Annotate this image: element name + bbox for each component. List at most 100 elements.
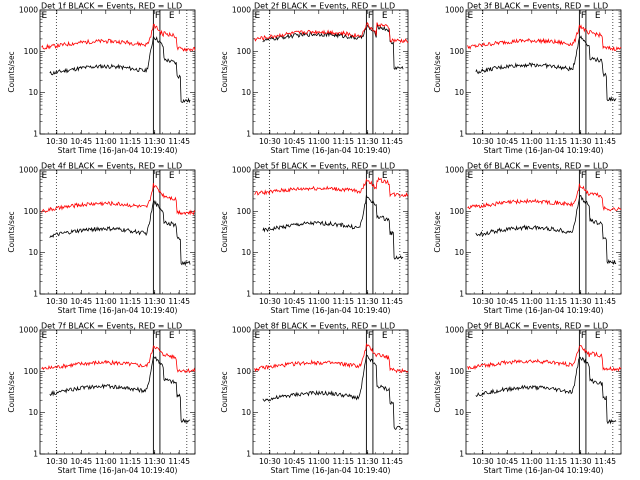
y-tick-label: 100 xyxy=(24,207,39,216)
x-tick-label: 11:00 xyxy=(521,457,543,466)
y-tick-label: 1 xyxy=(246,290,251,299)
detector-panel-4: Det 4f BLACK = Events, RED = LLD 1 10 100 10… xyxy=(0,160,213,320)
flag-label: E xyxy=(382,331,388,341)
series-line-events xyxy=(475,356,617,425)
y-tick-label: 100 xyxy=(450,47,465,56)
y-tick-label: 10 xyxy=(241,248,251,257)
plot-frame xyxy=(465,9,622,135)
y-tick-label: 10 xyxy=(454,408,464,417)
x-tick-label: 10:45 xyxy=(284,457,306,466)
x-tick-label: 10:45 xyxy=(284,137,306,146)
y-axis-label: Counts/sec xyxy=(7,371,16,412)
detector-chart-6: Det 6f BLACK = Events, RED = LLD 1 10 100 10… xyxy=(433,162,622,315)
x-axis-label: Start Time (16-Jan-04 10:19:40) xyxy=(484,146,604,155)
x-tick-label: 11:45 xyxy=(594,297,616,306)
x-tick-label: 10:30 xyxy=(46,137,68,146)
detector-chart-2: Det 2f BLACK = Events, RED = LLD 1 10 100 10… xyxy=(220,2,409,155)
series-line-events xyxy=(49,200,191,267)
x-axis-label: Start Time (16-Jan-04 10:19:40) xyxy=(58,306,178,315)
flag-label: E xyxy=(595,171,601,181)
x-tick-label: 11:00 xyxy=(308,457,330,466)
series-line-lld xyxy=(41,183,196,216)
y-tick-label: 1000 xyxy=(232,326,251,335)
flag-label: E xyxy=(255,331,261,341)
series-line-events xyxy=(49,355,191,424)
x-tick-label: 10:45 xyxy=(284,297,306,306)
y-tick-label: 10 xyxy=(28,408,38,417)
x-tick-label: 11:15 xyxy=(119,137,141,146)
x-tick-label: 11:15 xyxy=(332,137,354,146)
chart-title: Det 4f BLACK = Events, RED = LLD xyxy=(41,162,182,171)
flag-label: E xyxy=(468,171,474,181)
x-tick-label: 10:30 xyxy=(46,297,68,306)
x-tick-label: 11:30 xyxy=(357,457,379,466)
y-tick-label: 100 xyxy=(237,47,252,56)
chart-title: Det 1f BLACK = Events, RED = LLD xyxy=(41,2,182,11)
x-tick-label: 11:00 xyxy=(521,137,543,146)
flag-label: F xyxy=(581,11,586,21)
y-axis-label: Counts/sec xyxy=(7,211,16,252)
x-tick-label: 11:45 xyxy=(168,457,190,466)
flag-label: E xyxy=(595,11,601,21)
y-tick-label: 1 xyxy=(246,450,251,459)
detector-panel-3: Det 3f BLACK = Events, RED = LLD 1 10 100 10… xyxy=(426,0,639,160)
y-tick-label: 10 xyxy=(241,88,251,97)
x-tick-label: 11:00 xyxy=(95,297,117,306)
flag-label: F xyxy=(155,171,160,181)
x-tick-label: 11:45 xyxy=(168,137,190,146)
x-tick-label: 11:45 xyxy=(381,457,403,466)
x-tick-label: 10:45 xyxy=(71,137,93,146)
detector-panel-1: Det 1f BLACK = Events, RED = LLD 1 10 100 10… xyxy=(0,0,213,160)
flag-label: E xyxy=(595,331,601,341)
y-tick-label: 100 xyxy=(237,367,252,376)
x-tick-label: 10:30 xyxy=(472,457,494,466)
y-tick-label: 1000 xyxy=(445,166,464,175)
series-line-lld xyxy=(467,183,622,212)
flag-label: E xyxy=(468,331,474,341)
y-axis-label: Counts/sec xyxy=(220,211,229,252)
flag-label: E xyxy=(169,11,175,21)
x-tick-label: 10:45 xyxy=(497,457,519,466)
x-tick-label: 11:00 xyxy=(95,457,117,466)
y-tick-label: 1000 xyxy=(232,166,251,175)
plot-frame xyxy=(465,169,622,295)
flag-label: F xyxy=(581,171,586,181)
y-tick-label: 1000 xyxy=(19,6,38,15)
chart-title: Det 8f BLACK = Events, RED = LLD xyxy=(254,322,395,331)
detector-panel-8: Det 8f BLACK = Events, RED = LLD 1 10 100 10… xyxy=(213,320,426,480)
chart-title: Det 3f BLACK = Events, RED = LLD xyxy=(467,2,608,11)
flag-label: E xyxy=(169,171,175,181)
x-axis-label: Start Time (16-Jan-04 10:19:40) xyxy=(271,146,391,155)
series-line-events xyxy=(475,35,617,102)
x-tick-label: 10:30 xyxy=(472,297,494,306)
detector-chart-9: Det 9f BLACK = Events, RED = LLD 1 10 100 10… xyxy=(433,322,622,475)
y-tick-label: 1 xyxy=(33,130,38,139)
x-tick-label: 11:45 xyxy=(594,137,616,146)
x-axis-label: Start Time (16-Jan-04 10:19:40) xyxy=(271,306,391,315)
plot-frame xyxy=(39,9,196,135)
x-tick-label: 11:15 xyxy=(545,457,567,466)
y-tick-label: 1 xyxy=(246,130,251,139)
x-tick-label: 11:00 xyxy=(308,137,330,146)
x-tick-label: 11:30 xyxy=(357,137,379,146)
x-tick-label: 10:30 xyxy=(259,137,281,146)
y-tick-label: 1000 xyxy=(445,326,464,335)
detector-panel-7: Det 7f BLACK = Events, RED = LLD 1 10 100 10… xyxy=(0,320,213,480)
chart-title: Det 2f BLACK = Events, RED = LLD xyxy=(254,2,395,11)
chart-title: Det 5f BLACK = Events, RED = LLD xyxy=(254,162,395,171)
flag-label: F xyxy=(368,331,373,341)
x-axis-label: Start Time (16-Jan-04 10:19:40) xyxy=(484,306,604,315)
y-tick-label: 10 xyxy=(454,248,464,257)
series-line-lld xyxy=(254,21,409,44)
x-tick-label: 11:00 xyxy=(521,297,543,306)
y-tick-label: 1000 xyxy=(19,166,38,175)
y-tick-label: 100 xyxy=(450,207,465,216)
flag-label: F xyxy=(155,11,160,21)
y-tick-label: 1000 xyxy=(19,326,38,335)
y-tick-label: 100 xyxy=(24,367,39,376)
detector-panel-5: Det 5f BLACK = Events, RED = LLD 1 10 100 10… xyxy=(213,160,426,320)
plot-frame xyxy=(252,169,409,295)
y-tick-label: 100 xyxy=(237,207,252,216)
x-tick-label: 11:15 xyxy=(332,297,354,306)
x-axis-label: Start Time (16-Jan-04 10:19:40) xyxy=(271,466,391,475)
